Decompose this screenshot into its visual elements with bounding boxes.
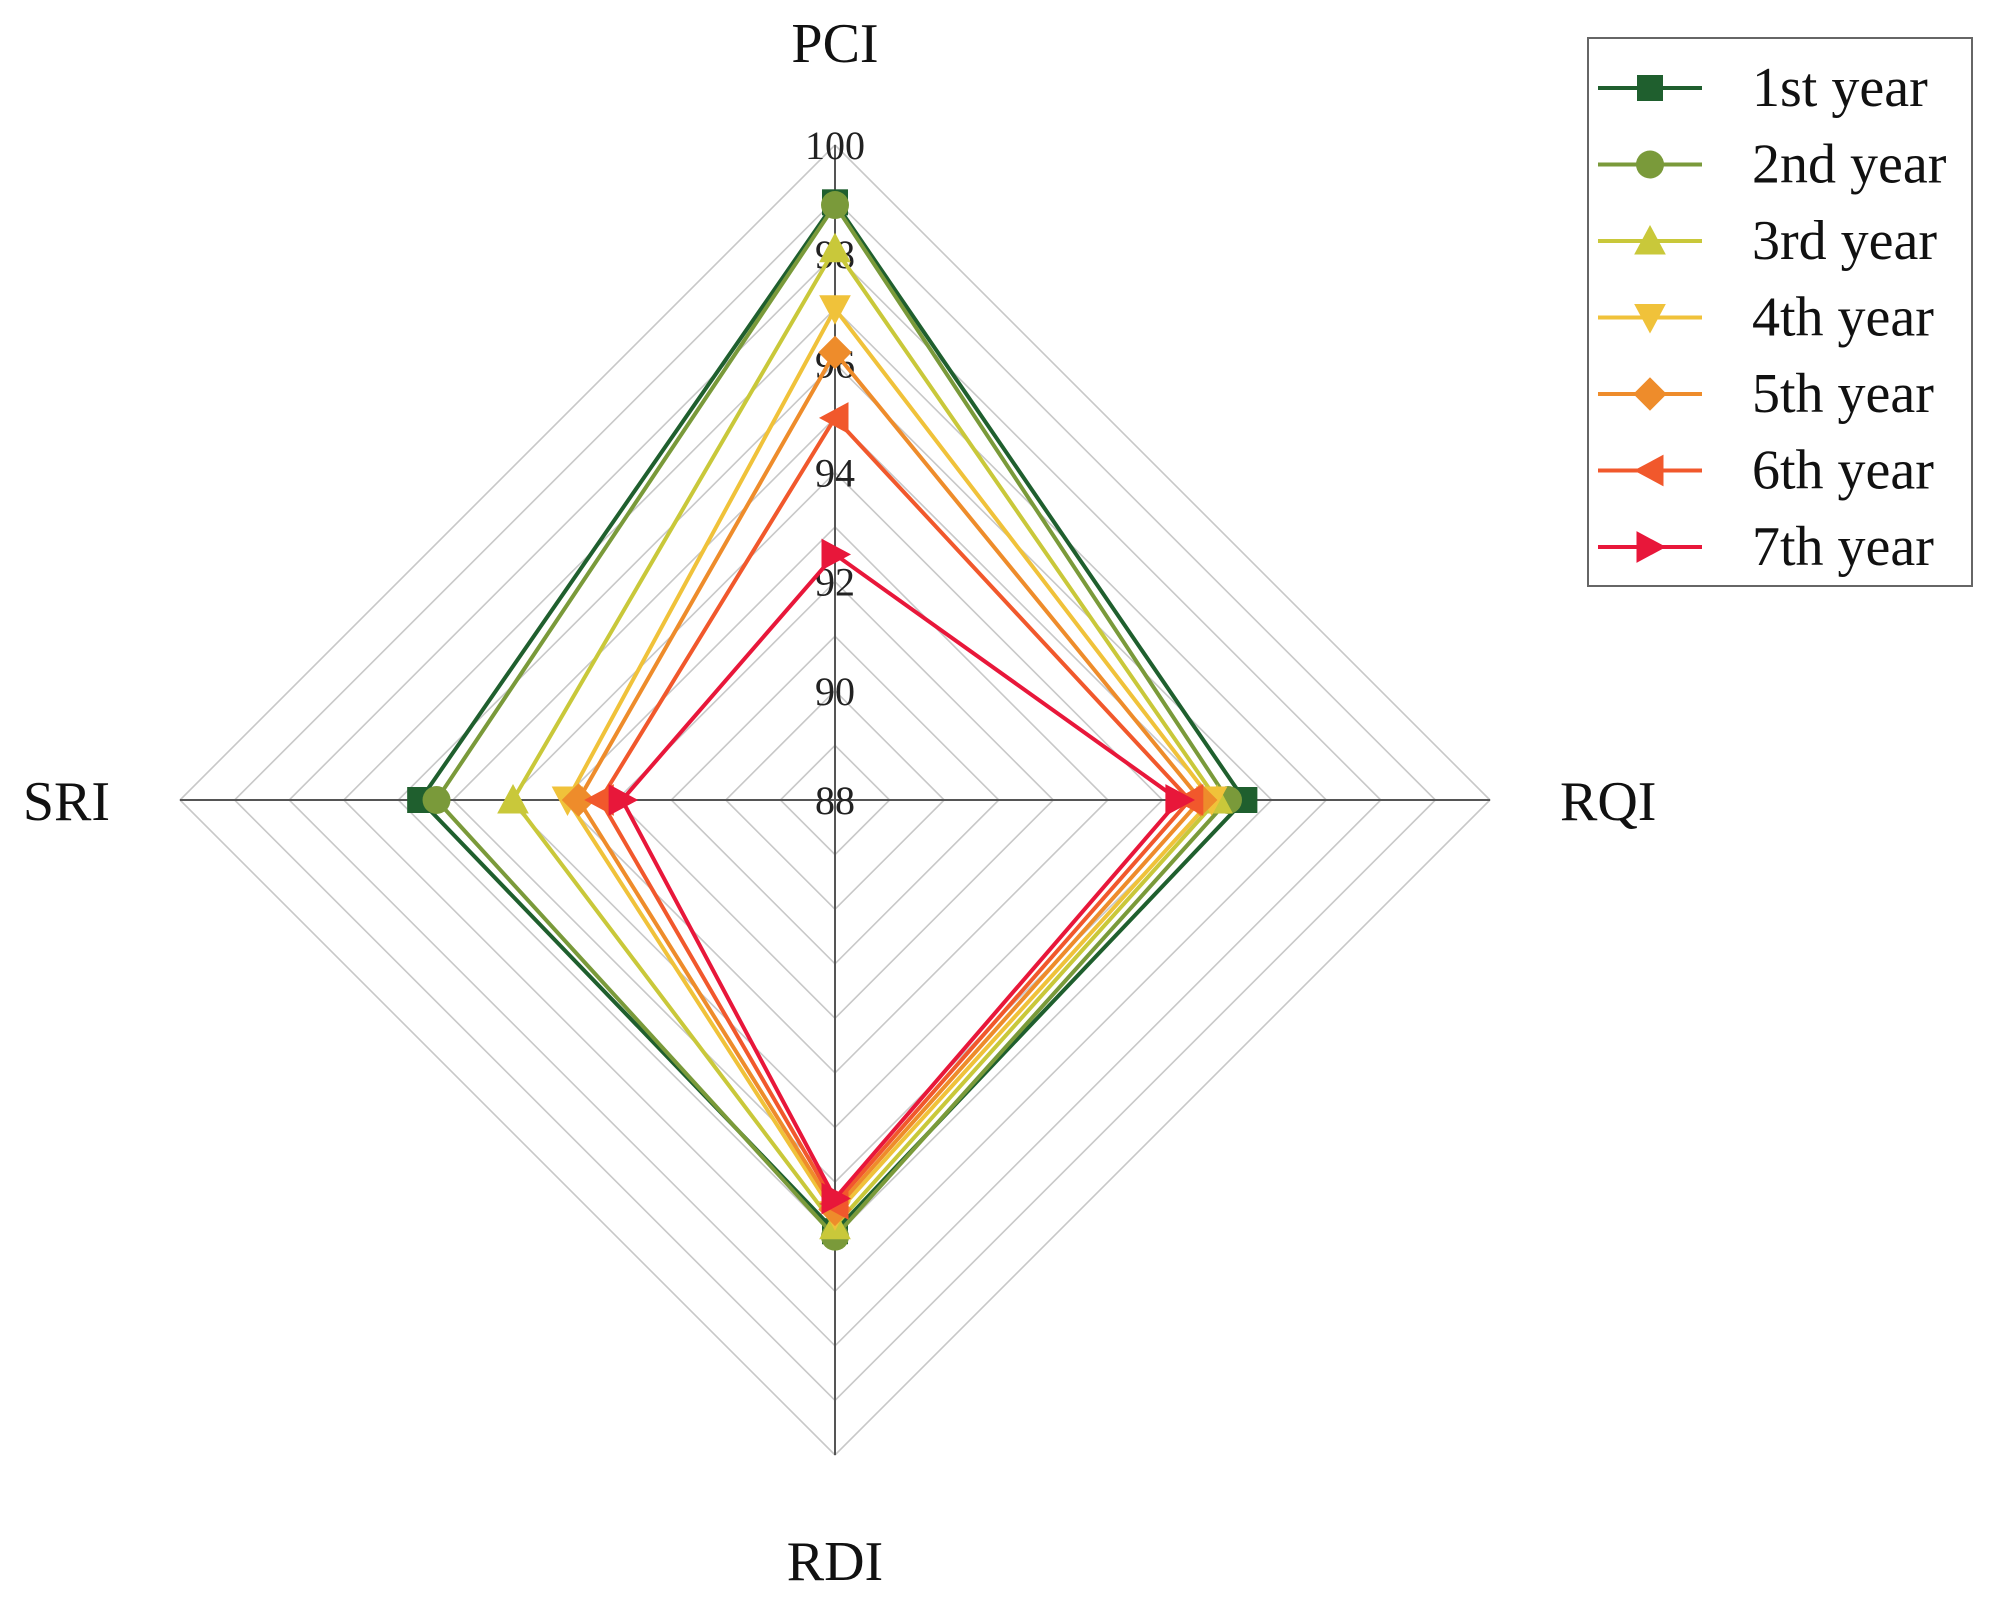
- radar-series: [407, 189, 1258, 1251]
- legend-label: 3rd year: [1752, 210, 1937, 272]
- tick-label: 100: [805, 123, 865, 168]
- data-point: [819, 232, 851, 263]
- legend-marker: [1634, 224, 1666, 255]
- axis-label-rqi: RQI: [1560, 771, 1656, 833]
- legend-label: 7th year: [1752, 516, 1934, 578]
- tick-label: 88: [815, 778, 855, 823]
- series-line: [510, 244, 1220, 1229]
- legend-label: 1st year: [1752, 57, 1928, 119]
- data-point: [818, 402, 849, 434]
- tick-label: 94: [815, 451, 855, 496]
- legend-item: 5th year: [1598, 363, 1934, 425]
- data-point: [608, 784, 639, 816]
- legend-marker: [1633, 377, 1667, 411]
- legend-label: 2nd year: [1752, 134, 1947, 196]
- tick-label: 90: [815, 669, 855, 714]
- legend-label: 6th year: [1752, 440, 1934, 502]
- legend-marker: [1637, 75, 1663, 101]
- data-point: [1165, 784, 1195, 816]
- axis-label-pci: PCI: [791, 13, 878, 75]
- legend-item: 6th year: [1598, 440, 1934, 502]
- legend-label: 5th year: [1752, 363, 1934, 425]
- series-7: [608, 538, 1195, 1215]
- legend-item: 1st year: [1598, 57, 1928, 119]
- series-line: [576, 348, 1204, 1213]
- data-point: [497, 783, 529, 814]
- legend-marker: [1636, 150, 1664, 179]
- legend-item: 4th year: [1598, 287, 1934, 349]
- legend-item: 7th year: [1598, 516, 1934, 578]
- series-5: [561, 335, 1218, 1227]
- data-point: [821, 191, 849, 220]
- legend-marker: [1634, 304, 1666, 334]
- axis-label-sri: SRI: [23, 771, 110, 833]
- series-line: [565, 305, 1215, 1219]
- axis-label-rdi: RDI: [787, 1531, 883, 1593]
- legend-item: 3rd year: [1598, 210, 1937, 272]
- data-point: [821, 538, 852, 571]
- legend-marker: [1636, 531, 1667, 563]
- data-point: [819, 295, 851, 325]
- series-6: [584, 402, 1204, 1220]
- legend-label: 4th year: [1752, 287, 1934, 349]
- axis-labels: PCI RQI RDI SRI: [23, 13, 1657, 1593]
- data-point: [422, 786, 451, 814]
- legend: 1st year 2nd year 3rd year 4th year 5th year…: [1587, 37, 1973, 587]
- data-point: [561, 783, 596, 817]
- legend-marker: [1633, 454, 1664, 487]
- series-line: [597, 414, 1193, 1208]
- series-3: [497, 232, 1233, 1240]
- data-point: [818, 335, 852, 370]
- legend-item: 2nd year: [1598, 134, 1947, 196]
- data-point: [821, 1182, 852, 1215]
